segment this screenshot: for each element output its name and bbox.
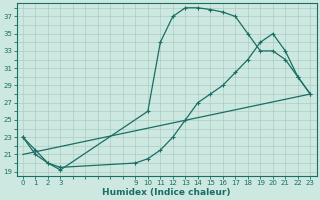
X-axis label: Humidex (Indice chaleur): Humidex (Indice chaleur) (102, 188, 231, 197)
